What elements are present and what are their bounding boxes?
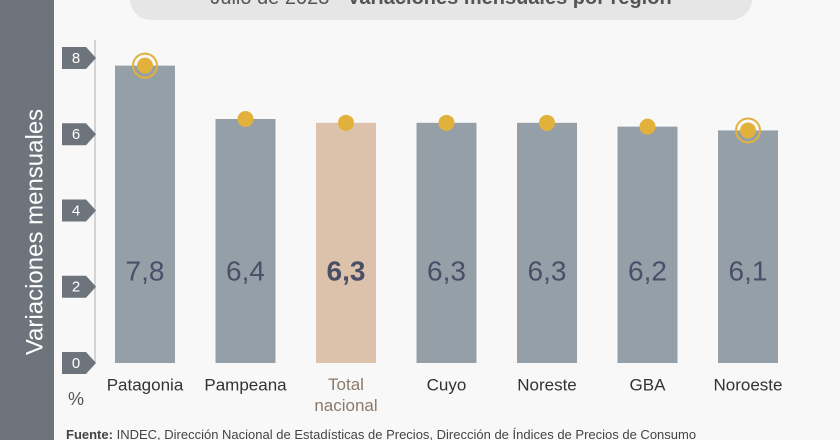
source-text: INDEC, Dirección Nacional de Estadística… [117,427,696,440]
y-tick-tag [62,352,96,374]
bar [115,65,175,363]
y-tick-tag [62,47,96,69]
value-label: 6,3 [427,255,466,286]
x-tick-label: Cuyo [427,375,467,394]
y-tick-label: 8 [72,50,80,67]
marker [438,114,455,131]
source: Fuente: INDEC, Dirección Nacional de Est… [66,427,696,440]
marker [539,114,555,131]
x-tick-label: Patagonia [107,375,184,394]
y-axis-label: Variaciones mensuales [21,109,48,355]
x-tick-label: Noroeste [714,375,783,394]
bar [416,122,477,363]
side-band [0,0,54,440]
title-main: - Variaciones mensuales por región [335,0,672,9]
title-date: Julio de 2023 [210,0,329,9]
y-tick-label: 0 [72,355,80,372]
y-tick-label: 2 [72,279,80,296]
y-tick-tag [62,275,96,298]
bar [215,119,276,363]
marker [137,57,153,74]
source-label: Fuente: [66,427,113,440]
x-tick-label-line: nacional [314,396,377,415]
value-label: 6,3 [528,255,567,286]
x-tick-label: Total nacional [314,375,377,415]
title-box [130,0,752,20]
y-unit: % [68,389,84,409]
value-label: 6,4 [226,255,265,286]
bar [718,130,778,363]
value-label: 6,2 [628,255,667,286]
x-tick-label-line: Total [328,375,364,394]
marker-ring [132,52,158,79]
marker [740,122,756,139]
x-tick-label: GBA [630,375,667,394]
marker [237,111,254,127]
y-tick-label: 6 [72,126,80,143]
marker-ring [735,117,761,144]
value-label: 6,1 [729,255,768,286]
bar [517,122,577,363]
bar [316,122,376,363]
chart-title: Julio de 2023 - Variaciones mensuales po… [210,0,671,9]
y-tick-tag [62,199,96,222]
marker [639,118,656,135]
value-label: 6,3 [327,255,366,286]
y-tick-label: 4 [72,202,80,219]
value-label: 7,8 [126,255,165,286]
x-tick-label: Pampeana [204,375,287,394]
bar [617,126,678,363]
x-tick-label: Noreste [517,375,577,394]
marker [338,114,354,131]
y-tick-tag [62,123,96,146]
